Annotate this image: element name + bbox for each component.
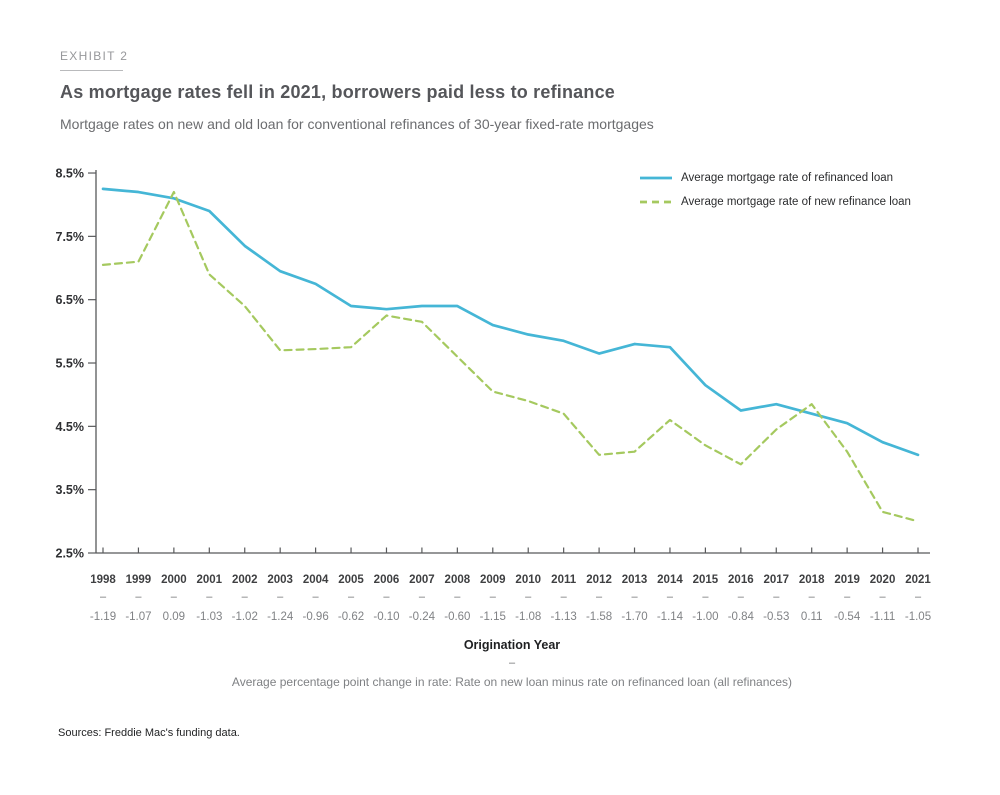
diff-dash: – — [490, 591, 497, 603]
year-label: 2010 — [515, 574, 541, 586]
diff-dash: – — [525, 591, 532, 603]
diff-value: -0.54 — [834, 611, 861, 623]
diff-value: -1.24 — [267, 611, 294, 623]
diff-value: -1.08 — [515, 611, 541, 623]
year-label: 2002 — [232, 574, 258, 586]
year-label: 2015 — [693, 574, 719, 586]
diff-value: -0.84 — [728, 611, 755, 623]
diff-dash: – — [596, 591, 603, 603]
x-axis-separator: – — [508, 657, 516, 669]
year-label: 2007 — [409, 574, 435, 586]
year-label: 2021 — [905, 574, 931, 586]
diff-value: -1.03 — [196, 611, 222, 623]
year-label: 2005 — [338, 574, 364, 586]
year-label: 1998 — [90, 574, 116, 586]
y-tick-label: 3.5% — [56, 483, 85, 497]
chart-legend: Average mortgage rate of refinanced loan… — [640, 172, 911, 208]
diff-value: -0.24 — [409, 611, 436, 623]
diff-dash: – — [915, 591, 922, 603]
diff-dash: – — [100, 591, 107, 603]
dashed-line-swatch-icon — [640, 200, 672, 204]
x-axis-title: Origination Year — [463, 638, 561, 652]
diff-dash: – — [419, 591, 426, 603]
diff-dash: – — [809, 591, 816, 603]
year-label: 2017 — [763, 574, 789, 586]
diff-value: 0.11 — [801, 611, 823, 623]
diff-value: -1.07 — [125, 611, 151, 623]
diff-value: -1.14 — [657, 611, 684, 623]
year-label: 2011 — [551, 574, 577, 586]
y-tick-label: 6.5% — [56, 293, 85, 307]
year-label: 2003 — [267, 574, 293, 586]
y-tick-label: 4.5% — [56, 420, 85, 434]
diff-dash: – — [313, 591, 320, 603]
diff-dash: – — [348, 591, 355, 603]
legend-label: Average mortgage rate of new refinance l… — [681, 196, 911, 208]
year-label: 2020 — [870, 574, 896, 586]
year-label: 2006 — [374, 574, 400, 586]
diff-value: -1.11 — [870, 611, 895, 623]
diff-value: -0.10 — [373, 611, 399, 623]
refinanced-loan-line — [101, 187, 920, 457]
legend-label: Average mortgage rate of refinanced loan — [681, 172, 894, 184]
year-label: 2001 — [197, 574, 223, 586]
diff-value: -1.02 — [232, 611, 258, 623]
y-tick-label: 8.5% — [56, 167, 85, 181]
diff-value: -1.58 — [586, 611, 612, 623]
new-refinance-loan-line — [101, 190, 920, 523]
diff-value: -1.00 — [692, 611, 718, 623]
diff-value: -0.96 — [303, 611, 329, 623]
diff-dash: – — [738, 591, 745, 603]
year-label: 2009 — [480, 574, 506, 586]
diff-dash: – — [242, 591, 249, 603]
page-title: As mortgage rates fell in 2021, borrower… — [60, 82, 615, 102]
diff-dash: – — [773, 591, 780, 603]
year-label: 1999 — [126, 574, 152, 586]
year-label: 2019 — [834, 574, 860, 586]
year-label: 2012 — [586, 574, 612, 586]
diff-dash: – — [206, 591, 213, 603]
exhibit-rule — [60, 70, 123, 71]
year-label: 2004 — [303, 574, 329, 586]
diff-value: -1.13 — [551, 611, 577, 623]
legend-item-new-refinance-loan: Average mortgage rate of new refinance l… — [640, 196, 911, 208]
y-tick-label: 7.5% — [56, 230, 85, 244]
diff-dash: – — [844, 591, 851, 603]
diff-dash: – — [277, 591, 284, 603]
year-label: 2013 — [622, 574, 648, 586]
sources-note: Sources: Freddie Mac's funding data. — [58, 727, 240, 739]
diff-value: -1.19 — [90, 611, 116, 623]
year-label: 2014 — [657, 574, 683, 586]
diff-dash: – — [135, 591, 142, 603]
diff-value: -0.53 — [763, 611, 789, 623]
diff-dash: – — [631, 591, 638, 603]
y-tick-label: 5.5% — [56, 357, 85, 371]
exhibit-label: EXHIBIT 2 — [60, 49, 129, 63]
diff-dash: – — [171, 591, 178, 603]
diff-dash: – — [383, 591, 390, 603]
x-axis-label-block: Origination Year – Average percentage po… — [0, 638, 1000, 689]
page-subtitle: Mortgage rates on new and old loan for c… — [60, 116, 654, 132]
diff-value: -1.05 — [905, 611, 931, 623]
diff-value: -0.62 — [338, 611, 364, 623]
diff-value: -0.60 — [444, 611, 470, 623]
legend-item-refinanced-loan: Average mortgage rate of refinanced loan — [640, 172, 911, 184]
diff-dash: – — [561, 591, 568, 603]
year-label: 2008 — [445, 574, 471, 586]
diff-dash: – — [880, 591, 887, 603]
diff-value: -1.15 — [480, 611, 506, 623]
x-axis-caption: Average percentage point change in rate:… — [231, 675, 793, 689]
diff-value: 0.09 — [163, 611, 185, 623]
solid-line-swatch-icon — [640, 176, 672, 180]
y-tick-label: 2.5% — [56, 547, 85, 561]
diff-dash: – — [454, 591, 461, 603]
diff-dash: – — [667, 591, 674, 603]
diff-value: -1.70 — [621, 611, 647, 623]
year-label: 2016 — [728, 574, 754, 586]
diff-dash: – — [702, 591, 709, 603]
year-label: 2000 — [161, 574, 187, 586]
year-label: 2018 — [799, 574, 825, 586]
